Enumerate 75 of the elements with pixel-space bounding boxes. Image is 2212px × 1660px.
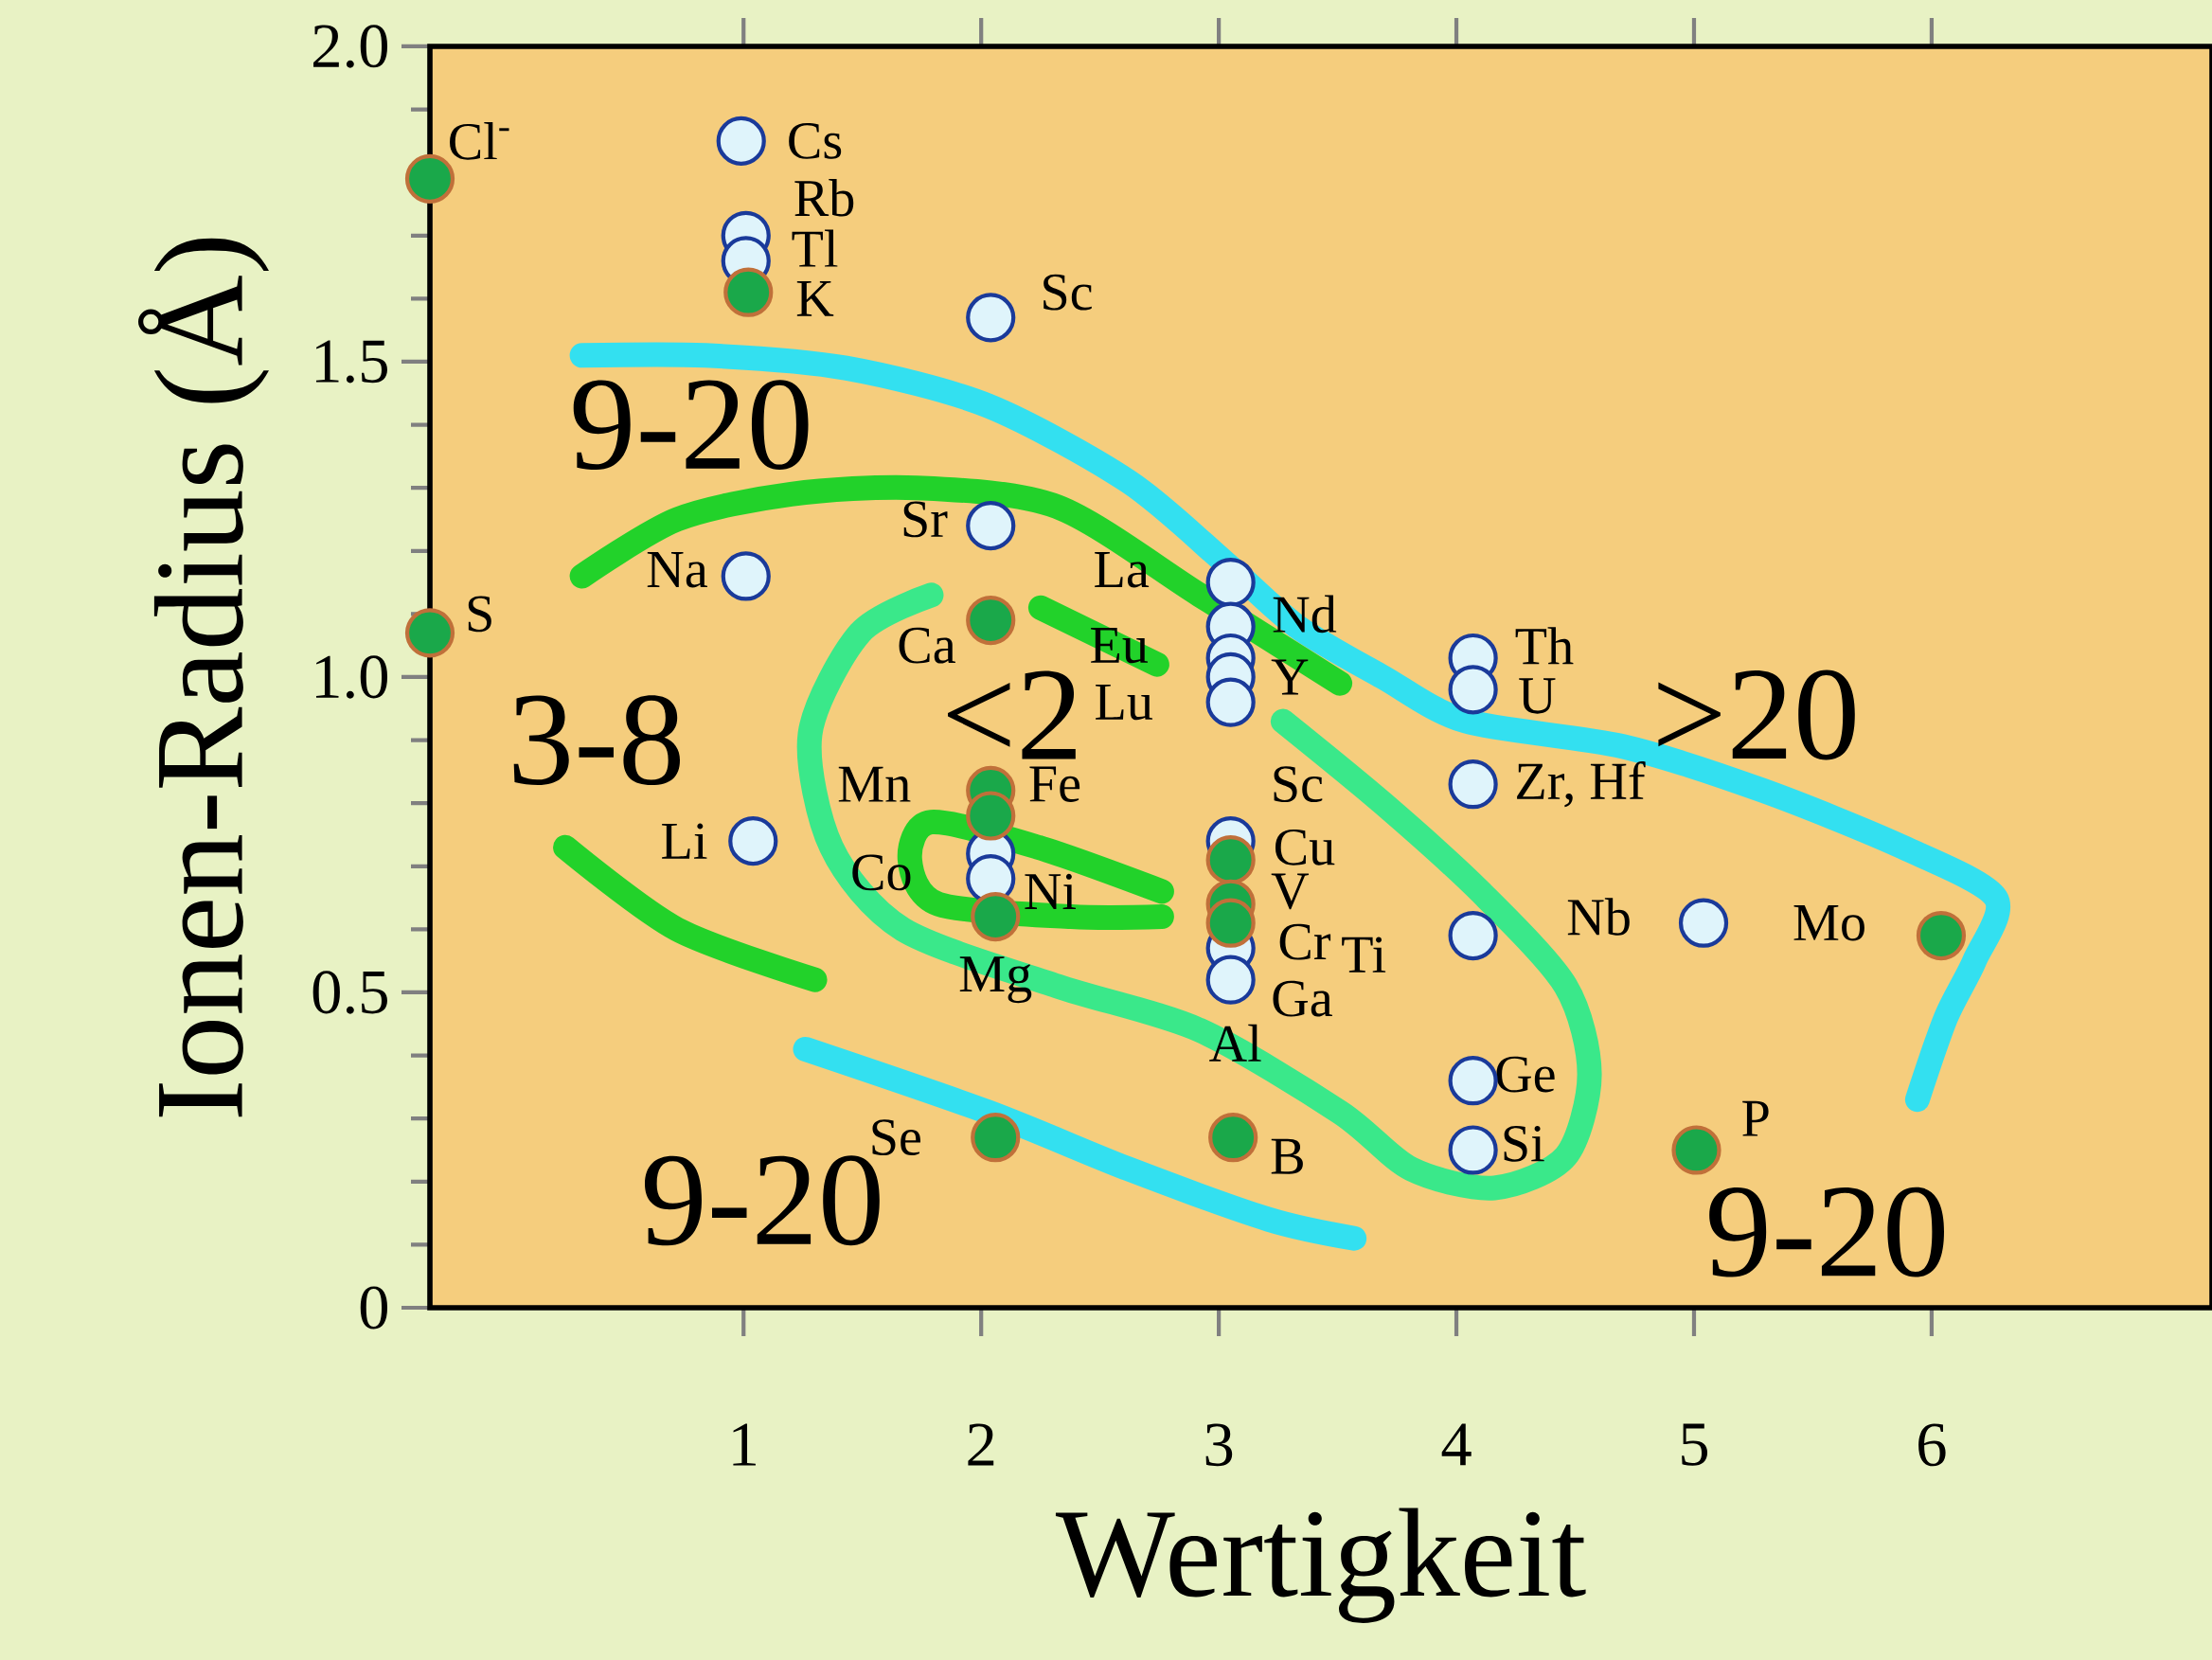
x-axis-title: Wertigkeit bbox=[1055, 1508, 1586, 1623]
y-axis-title: Ionen-Radius (Å) bbox=[138, 238, 269, 1117]
data-label: S bbox=[468, 596, 491, 633]
point bbox=[1916, 910, 1967, 961]
point bbox=[1205, 677, 1256, 727]
data-label: Th bbox=[1515, 627, 1574, 665]
point bbox=[966, 293, 1016, 343]
y-tick-label: 1.5 bbox=[315, 340, 387, 384]
point bbox=[966, 791, 1016, 841]
data-label: Zr, Hf bbox=[1517, 761, 1646, 808]
x-tick-label: 4 bbox=[1441, 1423, 1472, 1466]
x-tick-label: 1 bbox=[733, 1423, 756, 1466]
point bbox=[1208, 1113, 1258, 1163]
point bbox=[1448, 759, 1498, 810]
data-label: Tl bbox=[792, 229, 838, 267]
data-label: Fe bbox=[1029, 766, 1080, 802]
data-label: Sc bbox=[1274, 766, 1323, 803]
data-label: B bbox=[1271, 1138, 1303, 1174]
data-label: Sc bbox=[1044, 274, 1092, 311]
point bbox=[1448, 1056, 1498, 1106]
data-label: Na bbox=[647, 552, 707, 588]
data-label: P bbox=[1742, 1100, 1769, 1136]
data-label: U bbox=[1519, 678, 1556, 714]
data-label: Cr bbox=[1279, 923, 1331, 960]
data-label: Ti bbox=[1342, 937, 1386, 973]
data-label: Si bbox=[1504, 1125, 1544, 1162]
data-label: Ca bbox=[899, 627, 955, 664]
data-label: Ge bbox=[1496, 1056, 1555, 1093]
data-label: Mn bbox=[838, 766, 911, 802]
data-label: La bbox=[1095, 552, 1150, 588]
point bbox=[971, 891, 1021, 942]
point bbox=[1448, 665, 1498, 715]
point bbox=[723, 267, 774, 317]
data-label: Cu bbox=[1275, 829, 1335, 866]
data-label: Se bbox=[872, 1119, 920, 1156]
point bbox=[716, 116, 766, 166]
point bbox=[1678, 898, 1729, 948]
annotation: 3-8 bbox=[513, 695, 680, 786]
point bbox=[1448, 1125, 1498, 1175]
point bbox=[1448, 910, 1498, 961]
data-label: V bbox=[1271, 873, 1310, 910]
data-label: Cl$^{-}$ bbox=[450, 122, 509, 160]
annotation: <2 bbox=[948, 670, 1076, 759]
x-tick-label: 3 bbox=[1205, 1423, 1233, 1467]
data-label: Nb bbox=[1567, 898, 1630, 936]
data-label: Cs bbox=[789, 123, 842, 159]
data-label: Ga bbox=[1273, 980, 1332, 1017]
data-label: Mo bbox=[1793, 905, 1864, 941]
data-label: Rb bbox=[794, 179, 854, 217]
point bbox=[971, 1113, 1021, 1163]
y-tick-label: 0.5 bbox=[312, 971, 387, 1014]
annotation: 9-20 bbox=[645, 1155, 880, 1246]
x-tick-label: 2 bbox=[968, 1423, 994, 1466]
y-tick-label: 0 bbox=[360, 1286, 388, 1330]
data-label: Ni bbox=[1025, 873, 1076, 910]
point bbox=[966, 501, 1016, 551]
point bbox=[728, 816, 778, 866]
point bbox=[1205, 898, 1256, 948]
data-label: K bbox=[796, 280, 834, 316]
annotation: 9-20 bbox=[573, 380, 809, 471]
data-label: Y bbox=[1271, 659, 1309, 695]
y-tick-label: 2.0 bbox=[313, 25, 388, 68]
point bbox=[966, 595, 1016, 646]
x-tick-label: 6 bbox=[1918, 1423, 1946, 1467]
point bbox=[404, 608, 455, 658]
x-tick-label: 5 bbox=[1682, 1423, 1708, 1466]
annotation: 9-20 bbox=[1709, 1187, 1944, 1277]
annotation: >20 bbox=[1658, 669, 1855, 760]
data-label: Sr bbox=[903, 501, 948, 538]
point bbox=[1671, 1125, 1721, 1175]
point bbox=[721, 551, 771, 601]
y-tick-label: 1.0 bbox=[315, 655, 388, 699]
data-label: Lu bbox=[1096, 684, 1153, 721]
data-label: Li bbox=[662, 823, 707, 859]
point bbox=[1205, 955, 1256, 1005]
